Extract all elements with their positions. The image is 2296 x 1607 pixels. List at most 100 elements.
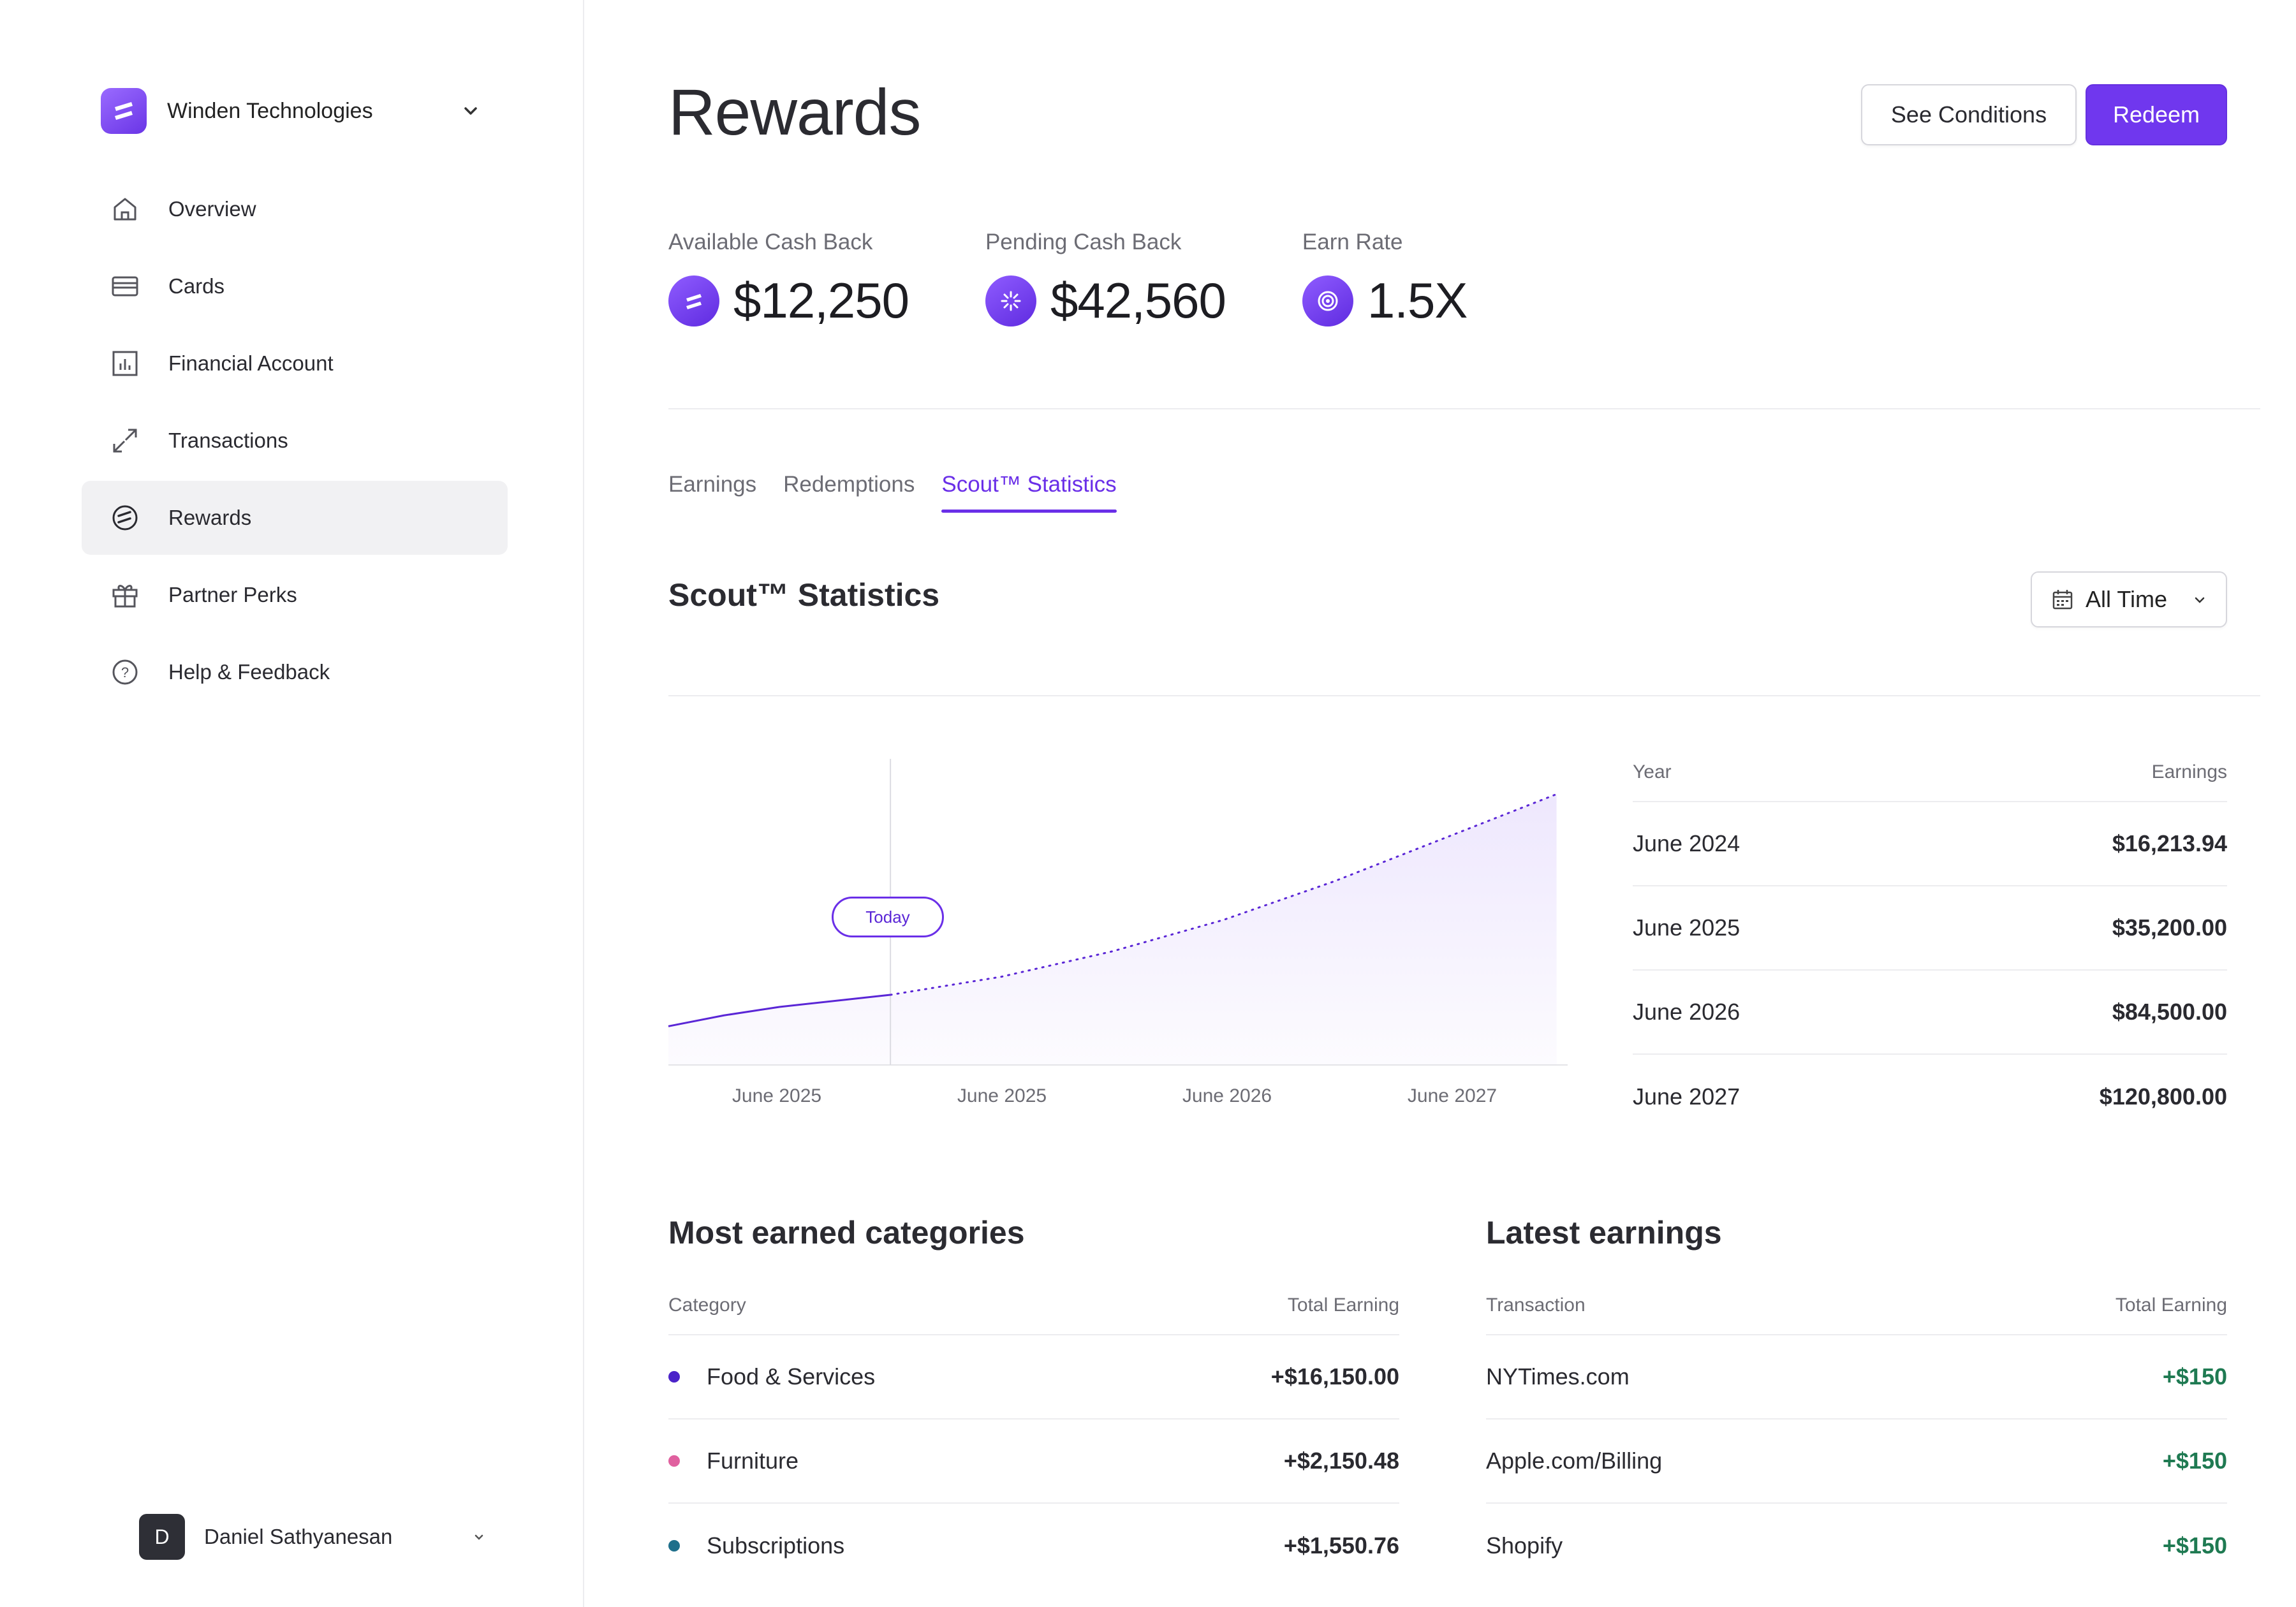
org-logo-icon — [101, 88, 147, 134]
rewards-tabs: Earnings Redemptions Scout™ Statistics — [668, 472, 1144, 513]
sidebar-item-label: Transactions — [168, 429, 288, 452]
avatar: D — [139, 1514, 185, 1560]
tab-scout-statistics[interactable]: Scout™ Statistics — [941, 472, 1117, 513]
column-header-transaction: Transaction — [1486, 1295, 1586, 1316]
tab-earnings[interactable]: Earnings — [668, 472, 757, 497]
calendar-icon — [2052, 590, 2073, 610]
stat-pending-cash-back: Pending Cash Back $42,560 — [985, 230, 1226, 330]
target-icon — [1302, 275, 1353, 327]
category-name: Subscriptions — [707, 1532, 845, 1559]
column-header-year: Year — [1633, 761, 1672, 782]
sidebar-item-label: Partner Perks — [168, 583, 297, 606]
logo-icon — [668, 275, 719, 327]
category-amount: +$2,150.48 — [1283, 1448, 1399, 1474]
category-amount: +$1,550.76 — [1283, 1532, 1399, 1559]
sidebar-item-label: Overview — [168, 197, 256, 221]
arrows-icon — [108, 424, 142, 457]
org-switcher[interactable]: Winden Technologies — [101, 88, 483, 134]
category-name: Furniture — [707, 1448, 799, 1474]
rewards-icon — [108, 501, 142, 534]
row-year: June 2024 — [1633, 830, 1740, 856]
chevron-down-icon — [2195, 597, 2205, 603]
x-tick-label: June 2025 — [957, 1085, 1047, 1106]
sidebar-item-label: Rewards — [168, 506, 252, 529]
row-amount: $84,500.00 — [2112, 999, 2227, 1025]
x-tick-label: June 2027 — [1407, 1085, 1498, 1106]
table-row: Subscriptions +$1,550.76 — [668, 1504, 1399, 1588]
sidebar-item-rewards[interactable]: Rewards — [82, 481, 508, 555]
row-year: June 2025 — [1633, 914, 1740, 941]
latest-earnings-table: Transaction Total Earning NYTimes.com +$… — [1486, 1295, 2227, 1588]
card-icon — [108, 270, 142, 303]
table-header: Year Earnings — [1633, 761, 2227, 802]
column-header-total: Total Earning — [1287, 1295, 1399, 1316]
table-header: Category Total Earning — [668, 1295, 1399, 1335]
sidebar-nav: Overview Cards Financial Account Transac… — [82, 172, 508, 712]
scout-statistics-title: Scout™ Statistics — [668, 577, 940, 613]
time-range-select[interactable]: All Time — [2031, 571, 2227, 627]
table-row[interactable]: Shopify +$150 — [1486, 1504, 2227, 1588]
redeem-button[interactable]: Redeem — [2086, 84, 2227, 145]
row-year: June 2027 — [1633, 1083, 1740, 1110]
table-row[interactable]: Apple.com/Billing +$150 — [1486, 1420, 2227, 1504]
chart-svg — [668, 759, 1568, 1066]
divider — [668, 408, 2260, 409]
latest-earnings-title: Latest earnings — [1486, 1215, 1722, 1251]
chevron-down-icon — [475, 1534, 483, 1540]
yearly-earnings-table: Year Earnings June 2024 $16,213.94 June … — [1633, 761, 2227, 1139]
table-row: June 2024 $16,213.94 — [1633, 802, 2227, 886]
stat-label: Pending Cash Back — [985, 230, 1182, 254]
stat-label: Available Cash Back — [668, 230, 873, 254]
page-title: Rewards — [668, 76, 921, 149]
time-range-value: All Time — [2086, 586, 2168, 612]
categories-table: Category Total Earning Food & Services +… — [668, 1295, 1399, 1588]
series-line-projected — [889, 793, 1558, 996]
table-row: Food & Services +$16,150.00 — [668, 1335, 1399, 1420]
transaction-name: Apple.com/Billing — [1486, 1448, 1663, 1474]
table-row: June 2027 $120,800.00 — [1633, 1055, 2227, 1139]
table-row[interactable]: NYTimes.com +$150 — [1486, 1335, 2227, 1420]
stat-value: 1.5X — [1367, 272, 1468, 328]
chart-area-fill — [668, 794, 1557, 1065]
stat-available-cash-back: Available Cash Back $12,250 — [668, 230, 909, 330]
table-header: Transaction Total Earning — [1486, 1295, 2227, 1335]
column-header-earnings: Earnings — [2151, 761, 2227, 782]
sidebar-item-financial-account[interactable]: Financial Account — [82, 327, 508, 400]
sidebar-item-transactions[interactable]: Transactions — [82, 404, 508, 478]
series-line-actual — [668, 994, 891, 1027]
row-year: June 2026 — [1633, 999, 1740, 1025]
table-row: June 2025 $35,200.00 — [1633, 886, 2227, 971]
category-amount: +$16,150.00 — [1270, 1363, 1399, 1390]
sidebar-item-overview[interactable]: Overview — [82, 172, 508, 246]
categories-title: Most earned categories — [668, 1215, 1025, 1251]
see-conditions-button[interactable]: See Conditions — [1861, 84, 2077, 145]
bar-chart-icon — [108, 347, 142, 380]
svg-text:?: ? — [121, 664, 129, 680]
help-icon: ? — [108, 656, 142, 689]
sidebar-item-label: Help & Feedback — [168, 660, 330, 684]
row-amount: $16,213.94 — [2112, 830, 2227, 856]
gift-icon — [108, 578, 142, 612]
user-menu[interactable]: D Daniel Sathyanesan — [139, 1514, 487, 1560]
transaction-amount: +$150 — [2162, 1448, 2227, 1474]
scout-projection-chart: Today June 2025 June 2025 June 2026 June 20… — [668, 733, 1568, 1129]
tab-redemptions[interactable]: Redemptions — [783, 472, 915, 497]
divider — [668, 695, 2260, 696]
category-dot — [668, 1455, 680, 1467]
sidebar-item-partner-perks[interactable]: Partner Perks — [82, 558, 508, 632]
stat-label: Earn Rate — [1302, 230, 1403, 254]
sidebar-item-cards[interactable]: Cards — [82, 249, 508, 323]
column-header-category: Category — [668, 1295, 746, 1316]
category-dot — [668, 1371, 680, 1383]
rewards-stats: Available Cash Back $12,250 Pending Cash… — [668, 230, 1543, 330]
category-name: Food & Services — [707, 1363, 876, 1390]
sparkle-icon — [985, 275, 1036, 327]
stat-value: $12,250 — [733, 272, 909, 328]
sidebar-item-help[interactable]: ? Help & Feedback — [82, 635, 508, 709]
main-content: Rewards See Conditions Redeem Available … — [584, 0, 2296, 1607]
x-tick-label: June 2026 — [1182, 1085, 1272, 1106]
sidebar: Winden Technologies Overview Cards Finan… — [0, 0, 584, 1607]
today-marker-label: Today — [832, 897, 944, 937]
column-header-total: Total Earning — [2115, 1295, 2227, 1316]
home-icon — [108, 193, 142, 226]
